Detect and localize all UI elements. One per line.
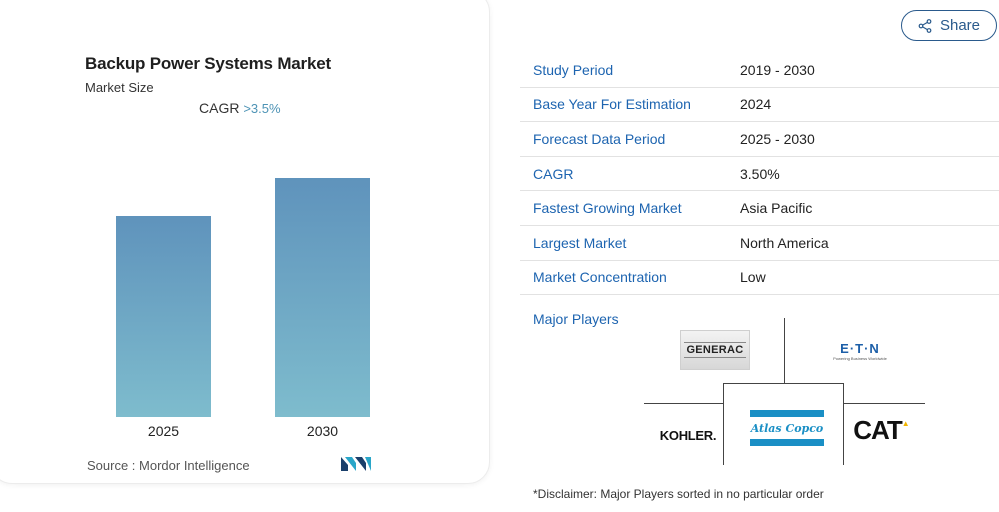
eaton-logo-text: E·T·N [840,341,880,356]
info-row: Study Period 2019 - 2030 [520,53,999,88]
bar-2025 [116,216,211,417]
source-text: Source : Mordor Intelligence [87,458,250,473]
chart-subtitle: Market Size [85,80,154,95]
info-value: 3.50% [740,165,780,182]
kohler-logo: KOHLER. [658,426,718,444]
info-row: Base Year For Estimation 2024 [520,88,999,123]
generac-logo: GENERAC [680,330,750,370]
divider-line [644,403,723,404]
cagr-label: CAGR >3.5% [199,100,281,116]
share-label: Share [939,17,981,34]
divider-line [723,383,844,384]
info-row: Forecast Data Period 2025 - 2030 [520,122,999,157]
mordor-intelligence-logo [341,457,371,471]
info-row: Market Concentration Low [520,261,999,296]
info-key: Forecast Data Period [533,130,666,147]
cat-logo-text: CAT [853,414,903,445]
divider-line [723,383,724,465]
cagr-text: CAGR [199,100,240,116]
info-key: CAGR [533,165,574,182]
market-size-bar-chart: 2025 2030 [0,0,490,484]
bar-2030 [275,178,370,417]
cat-logo: CAT ▲ [853,414,910,446]
info-row: Largest Market North America [520,226,999,261]
cat-triangle-icon: ▲ [901,418,910,428]
divider-line [843,383,844,465]
info-value: North America [740,234,829,251]
info-value: 2024 [740,96,772,113]
chart-title: Backup Power Systems Market [85,54,331,73]
info-key: Market Concentration [533,269,667,286]
kohler-logo-text: KOHLER. [659,427,717,443]
info-value: Asia Pacific [740,200,813,217]
generac-logo-text: GENERAC [684,342,746,358]
x-tick-label: 2025 [147,423,180,439]
disclaimer-text: *Disclaimer: Major Players sorted in no … [533,487,824,501]
info-key: Fastest Growing Market [533,200,682,217]
info-value: Low [740,269,766,286]
info-row: Fastest Growing Market Asia Pacific [520,191,999,226]
atlas-copco-logo: Atlas Copco [750,410,824,446]
market-info-table: Study Period 2019 - 2030 Base Year For Est… [520,53,999,296]
atlas-copco-logo-text: Atlas Copco [750,421,824,435]
info-key: Largest Market [533,234,627,251]
info-value: 2019 - 2030 [740,61,815,78]
share-button[interactable]: Share [901,10,997,41]
info-value: 2025 - 2030 [740,130,815,147]
cagr-value: >3.5% [243,101,281,116]
market-size-card [0,0,490,484]
eaton-tagline: Powering Business Worldwide [833,356,887,361]
divider-line [844,403,925,404]
info-key: Base Year For Estimation [533,96,691,113]
major-players-label: Major Players [533,311,619,327]
eaton-logo: E·T·N Powering Business Worldwide [830,336,890,366]
x-tick-label: 2030 [306,423,339,439]
divider-line [784,318,785,383]
share-icon [918,18,932,33]
info-row: CAGR 3.50% [520,157,999,192]
info-key: Study Period [533,61,614,78]
